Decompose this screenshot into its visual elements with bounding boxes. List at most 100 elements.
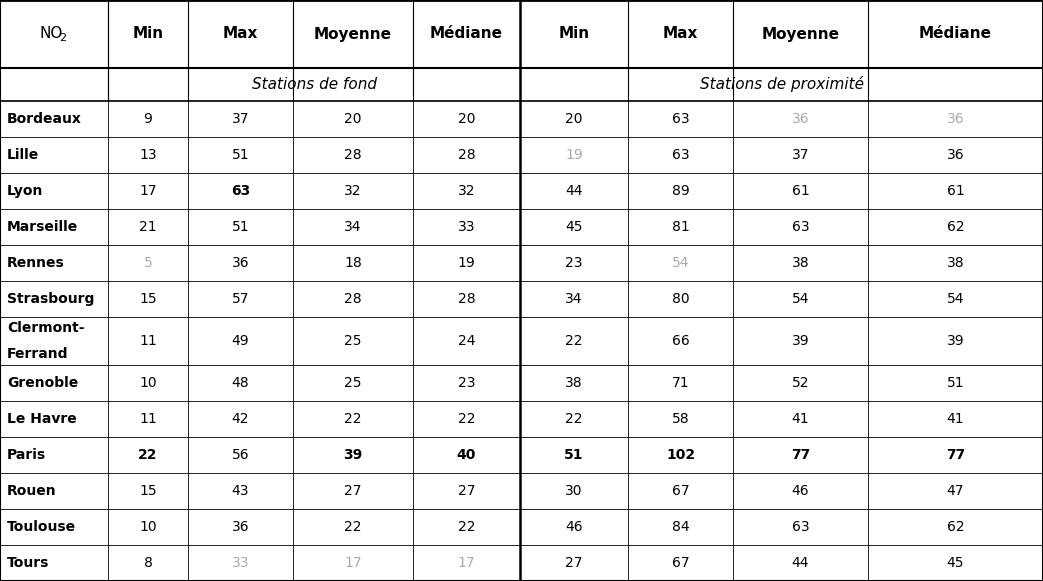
Text: 63: 63	[672, 148, 689, 162]
Text: 24: 24	[458, 334, 476, 348]
Text: Clermont-: Clermont-	[7, 321, 84, 335]
Text: 56: 56	[232, 448, 249, 462]
Text: 22: 22	[344, 520, 362, 534]
Text: 46: 46	[565, 520, 583, 534]
Text: 40: 40	[457, 448, 477, 462]
Text: 23: 23	[565, 256, 583, 270]
Text: 62: 62	[947, 520, 965, 534]
Text: 49: 49	[232, 334, 249, 348]
Text: 20: 20	[565, 112, 583, 126]
Text: 61: 61	[792, 184, 809, 198]
Text: 54: 54	[792, 292, 809, 306]
Text: 51: 51	[947, 376, 965, 390]
Text: 11: 11	[139, 412, 156, 426]
Text: 36: 36	[232, 256, 249, 270]
Text: 63: 63	[792, 220, 809, 234]
Text: 48: 48	[232, 376, 249, 390]
Text: 5: 5	[144, 256, 152, 270]
Text: 43: 43	[232, 484, 249, 498]
Text: 41: 41	[792, 412, 809, 426]
Text: 20: 20	[344, 112, 362, 126]
Text: 38: 38	[565, 376, 583, 390]
Text: 51: 51	[232, 220, 249, 234]
Text: 17: 17	[458, 556, 476, 570]
Text: Le Havre: Le Havre	[7, 412, 77, 426]
Text: 22: 22	[139, 448, 157, 462]
Text: 58: 58	[672, 412, 689, 426]
Text: 38: 38	[792, 256, 809, 270]
Text: 36: 36	[792, 112, 809, 126]
Text: Tours: Tours	[7, 556, 49, 570]
Text: Min: Min	[558, 27, 589, 41]
Text: Moyenne: Moyenne	[761, 27, 840, 41]
Text: 84: 84	[672, 520, 689, 534]
Text: 44: 44	[565, 184, 583, 198]
Text: 25: 25	[344, 376, 362, 390]
Text: 34: 34	[565, 292, 583, 306]
Text: 89: 89	[672, 184, 689, 198]
Text: 39: 39	[947, 334, 965, 348]
Text: Rennes: Rennes	[7, 256, 65, 270]
Text: 36: 36	[947, 112, 965, 126]
Text: 23: 23	[458, 376, 476, 390]
Text: 36: 36	[232, 520, 249, 534]
Text: 28: 28	[458, 292, 476, 306]
Text: Max: Max	[662, 27, 698, 41]
Text: Max: Max	[223, 27, 259, 41]
Text: 66: 66	[672, 334, 689, 348]
Text: 80: 80	[672, 292, 689, 306]
Text: Stations de proximité: Stations de proximité	[700, 77, 864, 92]
Text: 39: 39	[343, 448, 363, 462]
Text: 63: 63	[672, 112, 689, 126]
Text: 36: 36	[947, 148, 965, 162]
Text: 28: 28	[344, 148, 362, 162]
Text: Lyon: Lyon	[7, 184, 44, 198]
Text: 81: 81	[672, 220, 689, 234]
Text: 22: 22	[458, 520, 476, 534]
Text: 32: 32	[458, 184, 476, 198]
Text: 19: 19	[565, 148, 583, 162]
Text: 25: 25	[344, 334, 362, 348]
Text: 19: 19	[458, 256, 476, 270]
Text: 10: 10	[139, 520, 156, 534]
Text: 32: 32	[344, 184, 362, 198]
Text: 30: 30	[565, 484, 583, 498]
Text: 77: 77	[791, 448, 810, 462]
Text: Ferrand: Ferrand	[7, 347, 69, 361]
Text: 15: 15	[139, 484, 156, 498]
Text: 67: 67	[672, 484, 689, 498]
Text: 61: 61	[947, 184, 965, 198]
Text: 42: 42	[232, 412, 249, 426]
Text: Grenoble: Grenoble	[7, 376, 78, 390]
Text: Paris: Paris	[7, 448, 46, 462]
Text: Lille: Lille	[7, 148, 40, 162]
Text: Min: Min	[132, 27, 164, 41]
Text: 22: 22	[344, 412, 362, 426]
Text: 52: 52	[792, 376, 809, 390]
Text: 54: 54	[672, 256, 689, 270]
Text: 34: 34	[344, 220, 362, 234]
Text: 57: 57	[232, 292, 249, 306]
Text: 18: 18	[344, 256, 362, 270]
Text: 10: 10	[139, 376, 156, 390]
Text: 33: 33	[458, 220, 476, 234]
Text: 17: 17	[139, 184, 156, 198]
Text: 22: 22	[565, 412, 583, 426]
Text: 27: 27	[344, 484, 362, 498]
Text: 20: 20	[458, 112, 476, 126]
Text: 102: 102	[665, 448, 695, 462]
Text: Stations de fond: Stations de fond	[251, 77, 377, 92]
Text: 21: 21	[139, 220, 156, 234]
Text: 63: 63	[231, 184, 250, 198]
Text: Moyenne: Moyenne	[314, 27, 392, 41]
Text: 17: 17	[344, 556, 362, 570]
Text: 54: 54	[947, 292, 964, 306]
Text: 63: 63	[792, 520, 809, 534]
Text: 39: 39	[792, 334, 809, 348]
Text: 28: 28	[458, 148, 476, 162]
Text: 62: 62	[947, 220, 965, 234]
Text: Strasbourg: Strasbourg	[7, 292, 94, 306]
Text: 41: 41	[947, 412, 965, 426]
Text: 51: 51	[564, 448, 584, 462]
Text: 67: 67	[672, 556, 689, 570]
